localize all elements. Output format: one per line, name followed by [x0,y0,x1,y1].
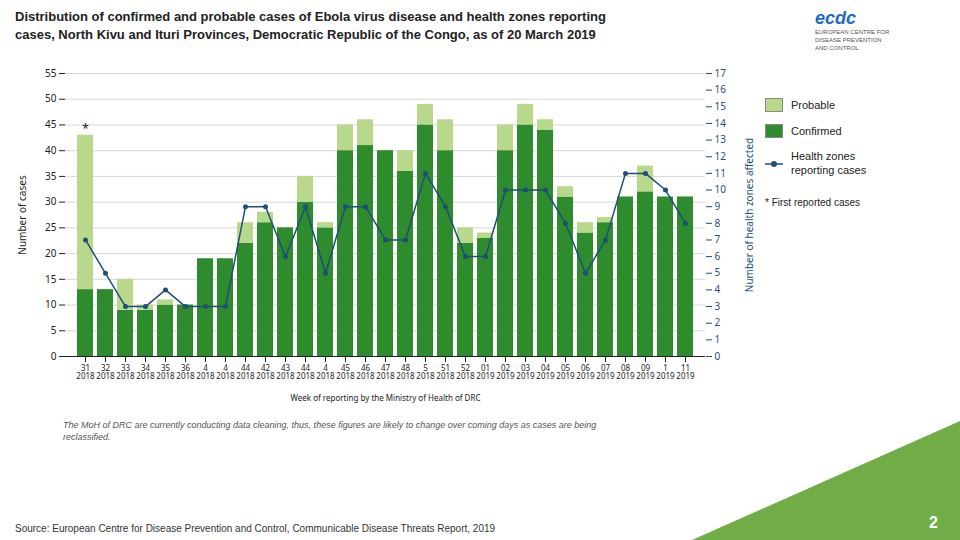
html-text:Confirmed: Confirmed [791,124,842,137]
svg-text:522018: 522018 [456,363,475,382]
svg-text:112019: 112019 [676,363,695,382]
html-text:Distribution of confirmed and: Distribution of confirmed and probable c… [15,9,606,42]
svg-text:15: 15 [715,99,727,113]
svg-text:7: 7 [715,233,721,247]
svg-text:042019: 042019 [536,363,555,382]
svg-text:11: 11 [715,166,726,180]
svg-text:*: * [82,121,89,138]
svg-text:432018: 432018 [276,363,295,382]
svg-text:45: 45 [45,118,57,132]
svg-text:42018: 42018 [316,363,335,382]
svg-text:452018: 452018 [336,363,355,382]
svg-text:42018: 42018 [216,363,235,382]
svg-text:032019: 032019 [516,363,535,382]
svg-text:482018: 482018 [396,363,415,382]
svg-text:322018: 322018 [96,363,115,382]
svg-text:Number of health zones affecte: Number of health zones affected [742,138,756,292]
svg-text:4: 4 [715,283,721,297]
svg-text:342018: 342018 [136,363,155,382]
svg-text:5: 5 [51,323,57,337]
svg-text:512018: 512018 [436,363,455,382]
svg-text:082019: 082019 [616,363,635,382]
svg-text:092019: 092019 [636,363,655,382]
svg-text:8: 8 [715,216,721,230]
svg-text:35: 35 [45,169,57,183]
svg-text:55: 55 [45,66,57,80]
svg-text:332018: 332018 [116,363,135,382]
svg-text:13: 13 [715,133,727,147]
svg-text:0: 0 [51,349,57,363]
svg-text:6: 6 [715,249,721,263]
svg-text:Week of reporting by the Minis: Week of reporting by the Ministry of Hea… [291,392,481,403]
svg-text:0: 0 [715,349,721,363]
svg-text:472018: 472018 [376,363,395,382]
svg-text:10: 10 [715,183,727,197]
svg-text:52018: 52018 [416,363,435,382]
svg-text:312018: 312018 [76,363,95,382]
svg-text:20: 20 [45,246,57,260]
svg-text:10: 10 [45,298,57,312]
svg-text:352018: 352018 [156,363,175,382]
html-text:* First reported cases: * First reported cases [765,196,860,208]
svg-text:12019: 12019 [656,363,675,382]
svg-text:462018: 462018 [356,363,375,382]
html-text:The MoH of DRC are currently c: The MoH of DRC are currently conducting … [63,420,597,443]
svg-text:25: 25 [45,220,57,234]
svg-text:12: 12 [715,149,727,163]
svg-text:Number of cases: Number of cases [15,175,29,255]
svg-text:30: 30 [45,195,57,209]
svg-text:14: 14 [715,116,727,130]
html-text:Health zones reporting cases: Health zones reporting cases [791,150,867,176]
svg-text:362018: 362018 [176,363,195,382]
svg-text:2: 2 [715,316,721,330]
svg-text:5: 5 [715,266,721,280]
svg-text:42018: 42018 [196,363,215,382]
html-text:2: 2 [929,514,938,531]
svg-text:16: 16 [715,83,727,97]
svg-text:17: 17 [715,66,727,80]
svg-text:052019: 052019 [556,363,575,382]
svg-text:442018: 442018 [236,363,255,382]
svg-text:062019: 062019 [576,363,595,382]
svg-text:012019: 012019 [476,363,495,382]
html-text:ecdc: ecdc [815,8,856,28]
svg-text:1: 1 [715,332,721,346]
html-text:EUROPEAN CENTRE FOR DISEASE PR: EUROPEAN CENTRE FOR DISEASE PREVENTION A… [815,29,890,51]
svg-text:072019: 072019 [596,363,615,382]
svg-text:442018: 442018 [296,363,315,382]
svg-text:50: 50 [45,92,57,106]
html-text:Probable: Probable [791,98,835,111]
svg-text:022019: 022019 [496,363,515,382]
svg-text:15: 15 [45,272,57,286]
html-text:Source: European Centre for Di: Source: European Centre for Disease Prev… [15,523,496,534]
svg-text:40: 40 [45,143,57,157]
svg-text:3: 3 [715,299,721,313]
svg-text:422018: 422018 [256,363,275,382]
svg-text:9: 9 [715,199,721,213]
